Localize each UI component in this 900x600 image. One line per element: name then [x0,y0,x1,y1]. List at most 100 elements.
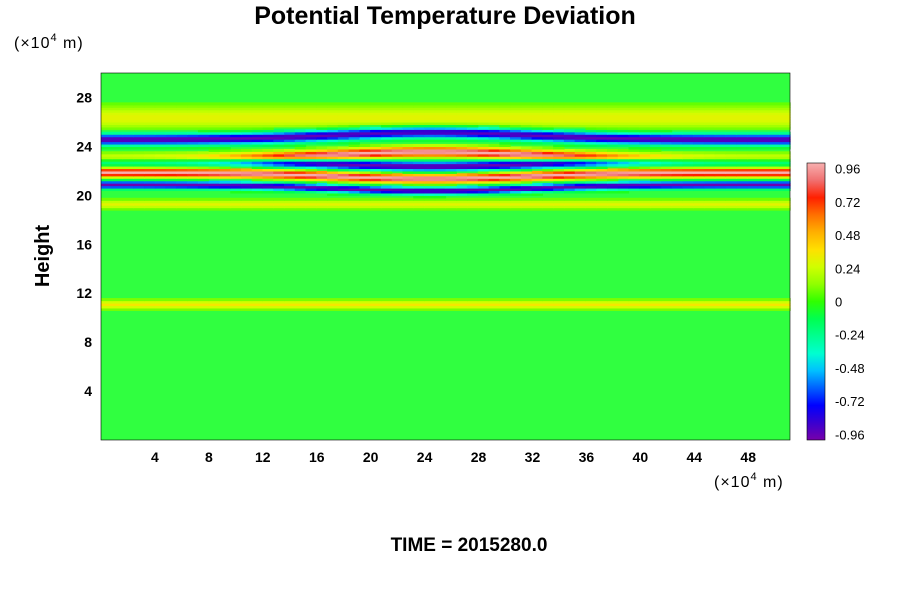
heatmap-cell [122,205,134,209]
heatmap-cell [682,205,694,209]
heatmap-cell [779,146,791,150]
heatmap-cell [251,307,264,311]
x-tick-label: 36 [579,449,595,465]
heatmap-cell [316,121,328,125]
heatmap-cell [456,168,468,172]
heatmap-cell [284,107,296,111]
heatmap-cell [757,134,770,138]
heatmap-cell [434,121,447,125]
heatmap-cell [402,173,414,177]
heatmap-cell [746,136,759,140]
heatmap-cell [467,173,479,177]
heatmap-cell [370,190,382,194]
heatmap-cell [327,185,339,189]
heatmap-cell [467,126,479,130]
heatmap-cell [488,305,500,309]
heatmap-cell [779,161,791,165]
heatmap-cell [305,112,317,116]
heatmap-cell [660,114,673,118]
heatmap-cell [650,298,662,302]
heatmap-cell [725,121,737,125]
heatmap-cell [553,136,565,140]
heatmap-cell [101,126,113,130]
heatmap-cell [273,298,285,302]
heatmap-cell [348,161,360,165]
heatmap-cell [779,170,791,174]
heatmap-cell [725,161,737,165]
heatmap-cell [650,151,662,155]
heatmap-cell [628,175,640,179]
heatmap-cell [423,124,436,128]
heatmap-cell [370,173,382,177]
heatmap-cell [531,158,543,162]
heatmap-cell [693,139,705,143]
heatmap-cell [671,183,683,187]
heatmap-cell [273,165,285,170]
heatmap-cell [251,143,264,147]
y-tick-label: 12 [76,285,92,301]
heatmap-cell [284,161,296,165]
heatmap-cell [154,136,167,140]
heatmap-cell [208,119,221,123]
heatmap-cell [240,156,253,160]
heatmap-cell [725,300,737,304]
heatmap-cell [553,158,565,162]
heatmap-cell [434,148,447,152]
heatmap-cell [380,161,393,165]
heatmap-cell [197,200,210,204]
heatmap-cell [284,170,296,174]
heatmap-cell [402,298,414,302]
heatmap-cell [434,134,447,138]
heatmap-cell [327,124,339,128]
heatmap-cell [305,102,317,106]
heatmap-cell [520,178,533,182]
heatmap-cell [768,307,780,311]
heatmap-cell [488,148,500,152]
heatmap-cell [262,185,274,189]
heatmap-cell [736,302,748,307]
heatmap-cell [520,141,533,145]
heatmap-cell [671,205,683,209]
y-tick-label: 24 [76,138,92,154]
heatmap-cell [187,170,199,174]
heatmap-cell [671,170,683,174]
heatmap-cell [477,126,490,130]
heatmap-cell [122,305,134,309]
heatmap-cell [628,180,640,184]
heatmap-cell [553,117,565,121]
heatmap-cell [639,126,651,130]
heatmap-cell [348,158,360,162]
heatmap-cell [165,102,177,106]
heatmap-cell [510,124,522,128]
heatmap-cell [585,131,597,135]
heatmap-cell [359,168,371,172]
heatmap-cell [337,200,350,204]
heatmap-cell [273,161,285,165]
heatmap-cell [542,126,554,130]
heatmap-cell [284,151,296,155]
heatmap-cell [596,200,608,204]
heatmap-cell [671,121,683,125]
heatmap-cell [305,139,317,143]
heatmap-cell [456,178,468,182]
heatmap-cell [606,205,619,209]
heatmap-cell [230,190,242,194]
heatmap-cell [639,107,651,111]
heatmap-cell [520,305,533,309]
heatmap-cell [596,305,608,309]
heatmap-cell [736,187,748,192]
heatmap-cell [693,307,705,311]
heatmap-cell [617,161,630,165]
heatmap-cell [768,298,780,302]
heatmap-cell [520,165,533,170]
heatmap-cell [262,187,274,192]
heatmap-cell [316,200,328,204]
heatmap-cell [693,117,705,121]
heatmap-cell [101,178,113,182]
heatmap-cell [240,134,253,138]
heatmap-cell [197,158,210,162]
heatmap-cell [348,165,360,170]
heatmap-cell [736,183,748,187]
heatmap-cell [122,158,134,162]
heatmap-cell [434,153,447,157]
